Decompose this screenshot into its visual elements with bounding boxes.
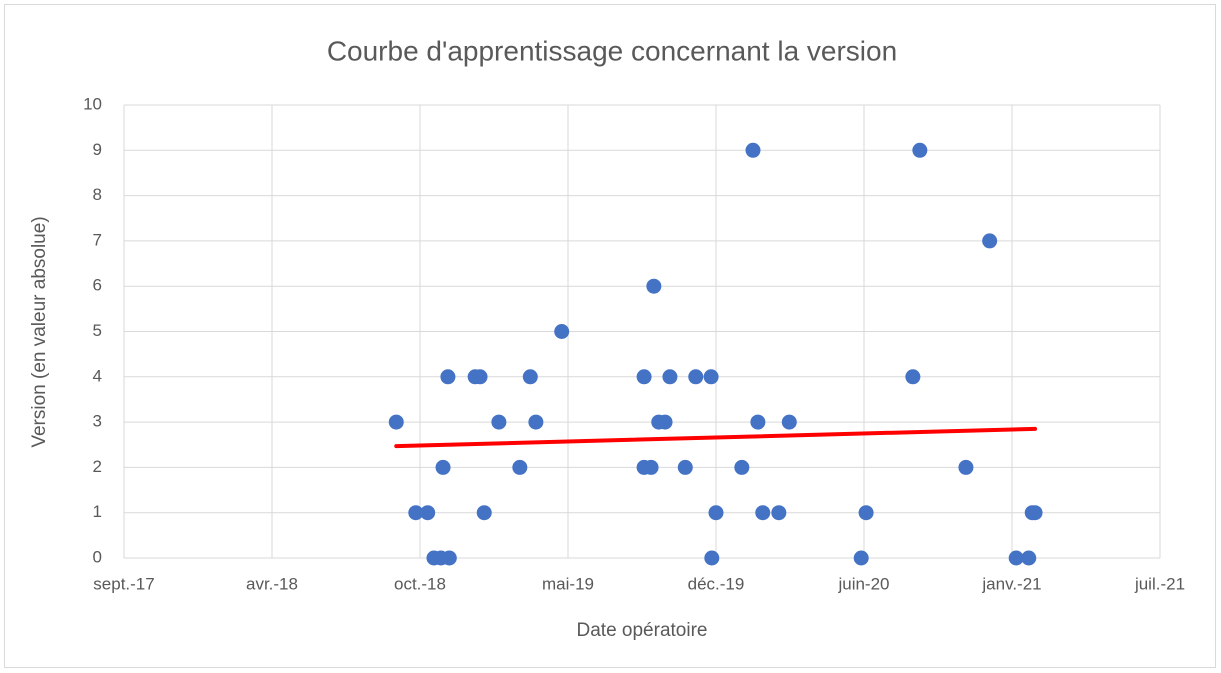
data-point bbox=[755, 505, 771, 521]
data-point bbox=[905, 369, 921, 385]
x-tick-label: avr.-18 bbox=[246, 574, 298, 593]
data-point bbox=[1008, 550, 1024, 566]
data-point bbox=[440, 369, 456, 385]
y-tick-label: 5 bbox=[93, 321, 102, 340]
data-point bbox=[982, 233, 998, 249]
data-point bbox=[491, 414, 507, 430]
y-tick-label: 3 bbox=[93, 412, 102, 431]
y-tick-label: 0 bbox=[93, 547, 102, 566]
data-point bbox=[853, 550, 869, 566]
data-point bbox=[528, 414, 544, 430]
y-tick-label: 8 bbox=[93, 185, 102, 204]
x-tick-label: juin-20 bbox=[837, 574, 889, 593]
data-point bbox=[704, 550, 720, 566]
data-point bbox=[662, 369, 678, 385]
data-point bbox=[435, 459, 451, 475]
y-tick-label: 1 bbox=[93, 502, 102, 521]
data-point bbox=[476, 505, 492, 521]
data-point bbox=[958, 459, 974, 475]
data-point bbox=[858, 505, 874, 521]
data-point bbox=[512, 459, 528, 475]
data-point bbox=[522, 369, 538, 385]
data-point bbox=[745, 142, 761, 158]
data-point bbox=[1021, 550, 1037, 566]
data-point bbox=[646, 278, 662, 294]
y-tick-label: 9 bbox=[93, 140, 102, 159]
y-tick-label: 6 bbox=[93, 276, 102, 295]
y-axis-label: Version (en valeur absolue) bbox=[29, 216, 50, 447]
y-tick-label: 7 bbox=[93, 230, 102, 249]
data-point bbox=[771, 505, 787, 521]
data-point bbox=[781, 414, 797, 430]
y-tick-label: 10 bbox=[83, 94, 102, 113]
data-point bbox=[1027, 505, 1043, 521]
y-tick-label: 4 bbox=[93, 366, 102, 385]
data-point bbox=[708, 505, 724, 521]
x-tick-label: janv.-21 bbox=[981, 574, 1041, 593]
data-point bbox=[472, 369, 488, 385]
x-tick-label: déc.-19 bbox=[688, 574, 745, 593]
x-axis-label: Date opératoire bbox=[577, 620, 708, 641]
data-point bbox=[408, 505, 424, 521]
x-tick-label: juil.-21 bbox=[1134, 574, 1185, 593]
x-tick-label: mai-19 bbox=[542, 574, 594, 593]
data-point bbox=[657, 414, 673, 430]
y-tick-label: 2 bbox=[93, 457, 102, 476]
data-point bbox=[912, 142, 928, 158]
data-point bbox=[677, 459, 693, 475]
chart-title: Courbe d'apprentissage concernant la ver… bbox=[327, 35, 897, 66]
x-tick-label: sept.-17 bbox=[93, 574, 154, 593]
data-point bbox=[636, 369, 652, 385]
data-point bbox=[388, 414, 404, 430]
data-point bbox=[703, 369, 719, 385]
chart-border bbox=[4, 4, 1216, 668]
data-point bbox=[420, 505, 436, 521]
trendline bbox=[394, 426, 1038, 449]
data-point bbox=[554, 324, 570, 339]
data-point bbox=[750, 414, 766, 430]
data-point bbox=[643, 459, 659, 475]
data-point bbox=[688, 369, 704, 385]
data-point bbox=[734, 459, 750, 475]
x-tick-label: oct.-18 bbox=[394, 574, 446, 593]
data-point bbox=[441, 550, 457, 566]
